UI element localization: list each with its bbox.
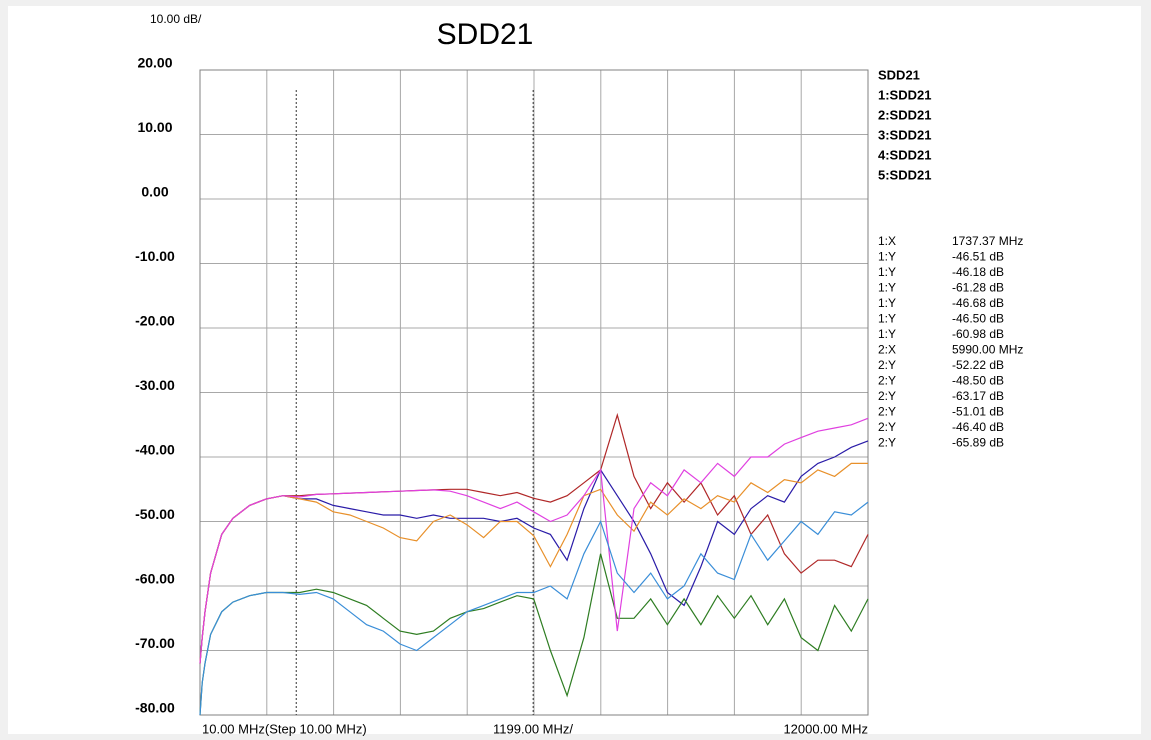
readout-name: 2:Y [878,389,896,403]
readout-value: -65.89 dB [952,436,1004,450]
chart-title: SDD21 [437,18,534,51]
legend-entry: 5:SDD21 [878,167,931,182]
readout-value: -46.50 dB [952,312,1004,326]
legend-entry: 1:SDD21 [878,87,931,102]
readout-value: 1737.37 MHz [952,234,1023,248]
readout-value: 5990.00 MHz [952,343,1023,357]
readout-value: -46.51 dB [952,250,1004,264]
y-tick-label: -10.00 [135,248,175,264]
y-tick-label: -40.00 [135,442,175,458]
legend-entry: SDD21 [878,67,920,82]
readout-value: -61.28 dB [952,281,1004,295]
x-axis-label: 10.00 MHz(Step 10.00 MHz) [202,721,367,736]
y-tick-label: 10.00 [137,119,172,135]
y-tick-label: 20.00 [137,55,172,71]
legend-entry: 2:SDD21 [878,107,931,122]
x-axis-label: 12000.00 MHz [783,721,868,736]
readout-name: 1:Y [878,312,896,326]
y-tick-label: -20.00 [135,313,175,329]
readout-name: 2:Y [878,358,896,372]
readout-value: -46.40 dB [952,420,1004,434]
panel [8,6,1141,734]
readout-value: -60.98 dB [952,327,1004,341]
y-tick-label: -80.00 [135,700,175,716]
scale-label: 10.00 dB/ [150,12,202,26]
series-line [199,501,869,716]
y-tick-label: -60.00 [135,571,175,587]
series-line [199,417,869,664]
legend-entry: 3:SDD21 [878,127,931,142]
legend-entry: 4:SDD21 [878,147,931,162]
readout-value: -51.01 dB [952,405,1004,419]
y-tick-label: -50.00 [135,506,175,522]
readout-name: 2:Y [878,436,896,450]
readout-name: 1:X [878,234,896,248]
y-tick-label: 0.00 [141,184,168,200]
y-tick-label: -30.00 [135,377,175,393]
readout-name: 2:Y [878,374,896,388]
y-tick-label: -70.00 [135,635,175,651]
readout-value: -46.18 dB [952,265,1004,279]
plot-border [199,69,869,716]
readout-name: 1:Y [878,281,896,295]
readout-value: -63.17 dB [952,389,1004,403]
readout-name: 1:Y [878,327,896,341]
readout-value: -52.22 dB [952,358,1004,372]
readout-name: 1:Y [878,296,896,310]
readout-value: -46.68 dB [952,296,1004,310]
readout-name: 2:X [878,343,896,357]
readout-value: -48.50 dB [952,374,1004,388]
x-axis-label: 1199.00 MHz/ [493,721,573,736]
readout-name: 1:Y [878,250,896,264]
readout-name: 2:Y [878,405,896,419]
readout-name: 1:Y [878,265,896,279]
readout-name: 2:Y [878,420,896,434]
